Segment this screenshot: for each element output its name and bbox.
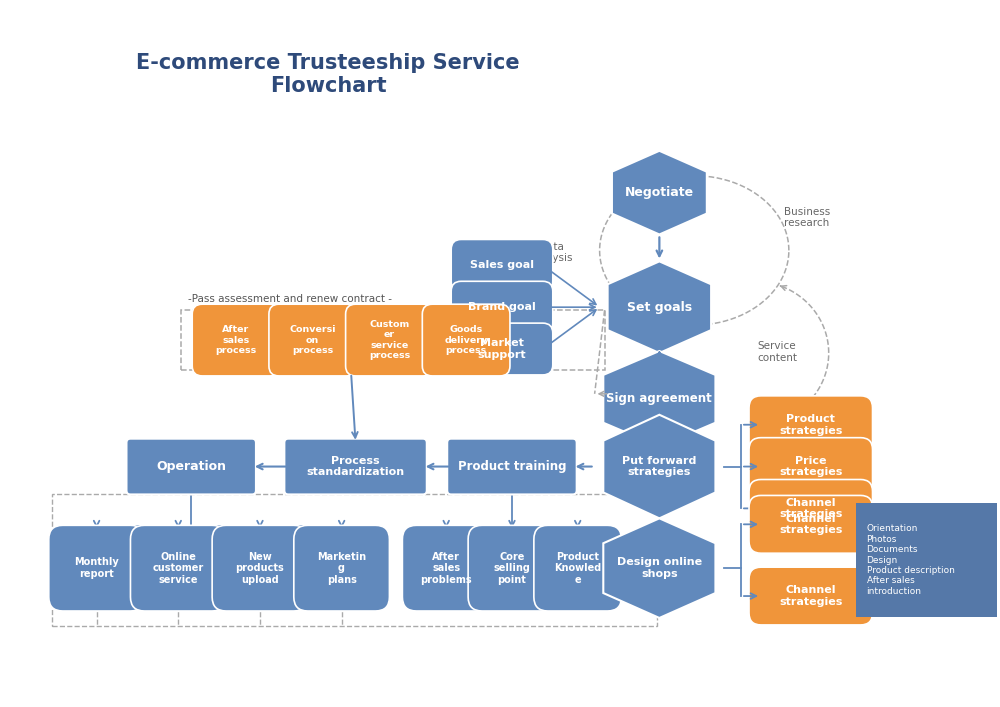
Text: Put forward
strategies: Put forward strategies xyxy=(622,456,697,477)
Text: Channel
strategies: Channel strategies xyxy=(779,513,842,535)
Text: Custom
er
service
process: Custom er service process xyxy=(369,320,410,360)
Text: Conversi
on
process: Conversi on process xyxy=(289,325,336,355)
Text: Channel
strategies: Channel strategies xyxy=(779,498,842,519)
FancyBboxPatch shape xyxy=(749,396,873,454)
Text: After
sales
process: After sales process xyxy=(215,325,257,355)
FancyBboxPatch shape xyxy=(294,525,389,611)
Text: Data
analysis: Data analysis xyxy=(531,242,573,263)
FancyBboxPatch shape xyxy=(468,525,556,611)
FancyBboxPatch shape xyxy=(130,525,226,611)
FancyBboxPatch shape xyxy=(451,240,553,291)
FancyBboxPatch shape xyxy=(126,438,256,494)
Text: Process
standardization: Process standardization xyxy=(307,456,405,477)
Text: Market
support: Market support xyxy=(478,338,526,360)
Text: Business
research: Business research xyxy=(784,206,830,228)
Text: Channel
strategies: Channel strategies xyxy=(779,585,842,607)
FancyBboxPatch shape xyxy=(192,304,280,376)
Text: Monthly
report: Monthly report xyxy=(74,557,119,579)
Text: Marketin
g
plans: Marketin g plans xyxy=(317,551,366,585)
FancyBboxPatch shape xyxy=(749,567,873,625)
Text: Orientation
Photos
Documents
Design
Product description
After sales
introduction: Orientation Photos Documents Design Prod… xyxy=(867,525,954,596)
FancyBboxPatch shape xyxy=(269,304,357,376)
Polygon shape xyxy=(603,415,715,518)
FancyBboxPatch shape xyxy=(212,525,308,611)
FancyBboxPatch shape xyxy=(451,323,553,375)
Text: -Pass assessment and renew contract -: -Pass assessment and renew contract - xyxy=(188,294,392,304)
FancyBboxPatch shape xyxy=(749,496,873,553)
FancyBboxPatch shape xyxy=(284,438,427,494)
FancyBboxPatch shape xyxy=(422,304,510,376)
Text: Price
strategies: Price strategies xyxy=(779,456,842,477)
FancyBboxPatch shape xyxy=(749,479,873,537)
Text: Operation: Operation xyxy=(156,460,226,473)
Text: Product
strategies: Product strategies xyxy=(779,414,842,436)
Polygon shape xyxy=(608,262,711,353)
Text: E-commerce Trusteeship Service
Flowchart: E-commerce Trusteeship Service Flowchart xyxy=(136,53,520,96)
FancyBboxPatch shape xyxy=(447,438,577,494)
Polygon shape xyxy=(612,151,707,235)
Text: Product training: Product training xyxy=(458,460,566,473)
Text: Sign agreement: Sign agreement xyxy=(606,392,712,405)
Text: After
sales
problems: After sales problems xyxy=(420,551,472,585)
FancyBboxPatch shape xyxy=(49,525,144,611)
Text: Core
selling
point: Core selling point xyxy=(494,551,530,585)
Text: Negotiate: Negotiate xyxy=(625,186,694,199)
Polygon shape xyxy=(603,351,715,447)
Polygon shape xyxy=(603,518,715,618)
Text: Service
content: Service content xyxy=(757,341,797,363)
Text: Online
customer
service: Online customer service xyxy=(153,551,204,585)
FancyBboxPatch shape xyxy=(749,438,873,496)
Text: Brand goal: Brand goal xyxy=(468,302,536,312)
FancyBboxPatch shape xyxy=(856,503,997,617)
Text: Design online
shops: Design online shops xyxy=(617,557,702,579)
Text: Product
Knowled
e: Product Knowled e xyxy=(554,551,601,585)
Text: Set goals: Set goals xyxy=(627,300,692,314)
FancyBboxPatch shape xyxy=(451,281,553,333)
Text: New
products
upload: New products upload xyxy=(236,551,284,585)
FancyBboxPatch shape xyxy=(534,525,622,611)
FancyBboxPatch shape xyxy=(346,304,433,376)
Text: Sales goal: Sales goal xyxy=(470,260,534,270)
FancyBboxPatch shape xyxy=(402,525,490,611)
Text: Goods
delivery
process: Goods delivery process xyxy=(445,325,488,355)
